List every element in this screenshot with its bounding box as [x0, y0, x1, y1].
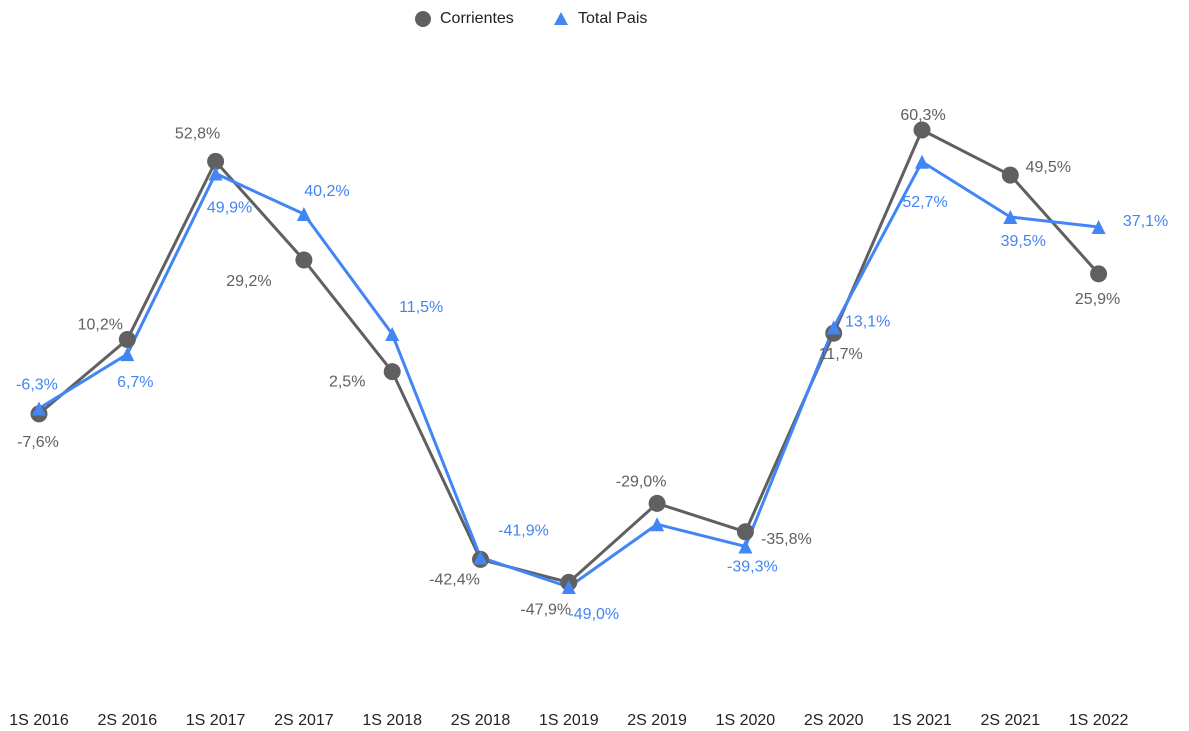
data-point: [207, 152, 225, 170]
data-point: [1090, 265, 1108, 283]
x-tick-label: 1S 2016: [9, 712, 69, 729]
data-point: [650, 517, 665, 532]
data-label: 13,1%: [845, 313, 890, 330]
data-point: [561, 580, 576, 594]
data-label: -6,3%: [16, 376, 58, 393]
data-label: 11,7%: [819, 346, 863, 363]
legend-label-corrientes: Corrientes: [440, 10, 514, 27]
x-tick-label: 1S 2020: [716, 712, 776, 729]
data-label: -47,9%: [520, 601, 571, 618]
data-label: -35,8%: [761, 531, 812, 548]
x-tick-label: 2S 2016: [97, 712, 157, 729]
data-label: 40,2%: [304, 183, 349, 200]
data-label: -29,0%: [616, 473, 667, 490]
data-label: -39,3%: [727, 558, 778, 575]
data-label: 10,2%: [78, 316, 123, 333]
data-label: 52,8%: [175, 125, 220, 142]
circle-marker-icon: [415, 11, 431, 27]
x-tick-label: 2S 2017: [274, 712, 334, 729]
x-tick-label: 2S 2018: [451, 712, 511, 729]
data-label: 39,5%: [1001, 233, 1046, 250]
legend-label-total-pais: Total Pais: [578, 10, 648, 27]
data-label: 49,9%: [207, 199, 252, 216]
data-point: [1091, 220, 1106, 235]
legend-item-corrientes: Corrientes: [414, 6, 514, 32]
data-label: 6,7%: [117, 374, 153, 391]
x-tick-label: 1S 2018: [362, 712, 422, 729]
data-point: [915, 154, 929, 169]
data-point: [1001, 166, 1019, 184]
data-point: [648, 494, 666, 512]
x-tick-label: 2S 2020: [804, 712, 864, 729]
data-point: [118, 330, 136, 348]
data-point: [295, 251, 313, 269]
data-point: [738, 539, 753, 554]
data-label: 11,5%: [399, 299, 443, 316]
data-label: 52,7%: [902, 194, 947, 211]
legend: Corrientes Total Pais: [0, 6, 1189, 32]
x-tick-label: 1S 2021: [892, 712, 952, 729]
data-label: 49,5%: [1026, 159, 1071, 176]
data-label: 2,5%: [329, 374, 365, 391]
data-point: [826, 320, 841, 335]
x-tick-label: 1S 2017: [186, 712, 246, 729]
x-tick-label: 2S 2019: [627, 712, 687, 729]
data-point: [736, 523, 754, 541]
data-point: [120, 347, 135, 362]
triangle-marker-icon: [554, 12, 568, 25]
x-tick-label: 1S 2022: [1069, 712, 1129, 729]
x-tick-label: 1S 2019: [539, 712, 599, 729]
data-label: 60,3%: [900, 107, 945, 124]
legend-item-total-pais: Total Pais: [552, 6, 647, 32]
data-point: [913, 121, 931, 139]
data-label: 29,2%: [226, 273, 271, 290]
data-point: [208, 166, 223, 181]
data-label: -49,0%: [568, 606, 619, 623]
data-point: [385, 327, 400, 342]
data-label: 25,9%: [1075, 291, 1120, 308]
data-point: [1003, 209, 1018, 224]
series-line-1: [38, 160, 1099, 589]
data-label: -42,4%: [429, 571, 480, 588]
data-point: [383, 363, 401, 381]
data-label: -7,6%: [17, 434, 59, 451]
x-tick-label: 2S 2021: [980, 712, 1040, 729]
data-point: [473, 550, 488, 565]
data-label: -41,9%: [498, 522, 549, 539]
data-point: [296, 207, 311, 222]
data-label: 37,1%: [1123, 213, 1168, 230]
data-point: [32, 401, 46, 416]
